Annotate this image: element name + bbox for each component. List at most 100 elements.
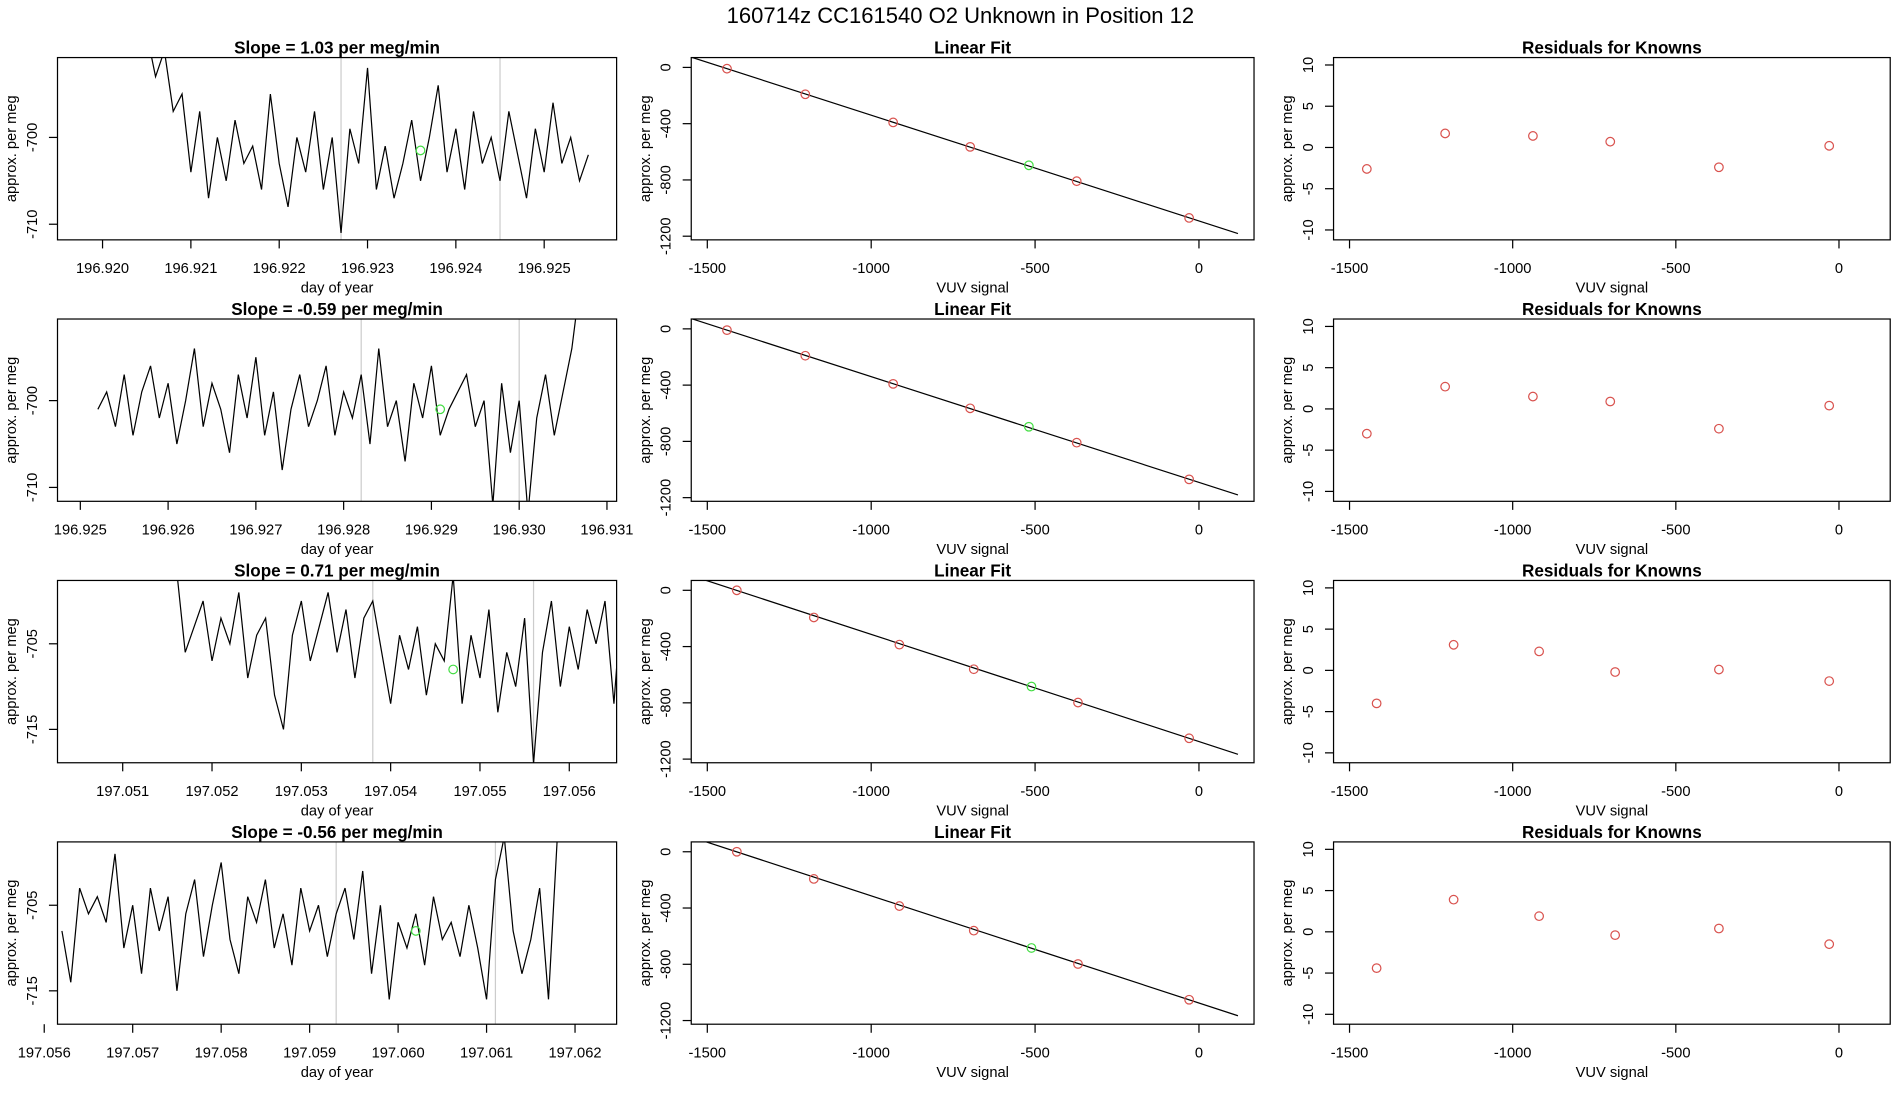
highlight-point	[435, 404, 446, 415]
plot-area	[1371, 894, 1835, 974]
x-tick-label: -1500	[689, 261, 727, 277]
y-tick-label: 5	[1301, 364, 1317, 372]
x-tick-label: 196.920	[76, 261, 129, 277]
panel: Linear Fit VUV signal approx. per meg -1500…	[638, 561, 1255, 820]
point	[894, 639, 905, 650]
y-tick-label: -400	[659, 370, 675, 399]
x-tick-label: -1500	[689, 1045, 727, 1061]
data-line	[97, 319, 577, 502]
x-tick-label: 196.924	[429, 261, 482, 277]
y-tick-label: -705	[25, 629, 41, 658]
x-tick-label: 197.051	[96, 784, 149, 800]
y-tick-label: -800	[659, 165, 675, 194]
y-tick-label: -1200	[659, 217, 675, 255]
point	[888, 117, 899, 128]
point	[1534, 646, 1545, 657]
y-tick-label: -5	[1301, 444, 1317, 457]
point	[722, 63, 732, 74]
plot-area	[151, 57, 589, 240]
y-tick-label: -400	[659, 893, 675, 922]
y-tick-label: -1200	[659, 479, 675, 517]
panel-title: Residuals for Knowns	[1522, 39, 1702, 58]
x-tick-label: -500	[1020, 261, 1049, 277]
y-axis-label: approx. per meg	[1280, 95, 1296, 202]
point	[1026, 681, 1037, 692]
x-tick-label: 0	[1195, 523, 1203, 539]
point	[1448, 894, 1459, 905]
y-tick-label: 0	[659, 848, 675, 856]
x-axis-label: VUV signal	[936, 281, 1009, 297]
y-tick-label: 0	[1301, 666, 1317, 674]
highlight-point	[415, 145, 426, 156]
panel: Slope = 1.03 per meg/min day of year appro…	[4, 39, 618, 297]
y-axis-label: approx. per meg	[4, 357, 20, 464]
y-tick-label: 5	[1301, 102, 1317, 110]
x-tick-label: 197.054	[364, 784, 417, 800]
x-tick-label: 0	[1835, 523, 1843, 539]
y-tick-label: 10	[1301, 57, 1317, 73]
panel: Slope = -0.56 per meg/min day of year appr…	[4, 823, 618, 1081]
y-axis-label: approx. per meg	[638, 95, 654, 202]
y-axis-label: approx. per meg	[1280, 618, 1296, 725]
x-tick-label: -1500	[689, 784, 727, 800]
x-tick-label: 196.929	[405, 523, 458, 539]
data-line	[61, 841, 558, 1000]
point	[1605, 396, 1616, 407]
x-tick-label: 0	[1835, 1045, 1843, 1061]
y-tick-label: -715	[25, 976, 41, 1005]
x-axis-label: day of year	[301, 281, 374, 297]
panel: Slope = -0.59 per meg/min day of year appr…	[4, 300, 633, 558]
point	[722, 325, 732, 336]
point	[1824, 939, 1835, 950]
y-tick-label: 0	[659, 325, 675, 333]
panel: Linear Fit VUV signal approx. per meg -1500…	[638, 823, 1255, 1081]
x-tick-label: -1500	[1331, 523, 1369, 539]
point	[731, 585, 742, 596]
y-tick-label: -5	[1301, 705, 1317, 718]
plot-area	[1361, 128, 1835, 174]
y-tick-label: -10	[1301, 1004, 1317, 1025]
x-tick-label: -1500	[1331, 1045, 1369, 1061]
fit-line	[704, 580, 1239, 755]
panel-title: Slope = 0.71 per meg/min	[234, 561, 440, 580]
x-tick-label: 196.931	[580, 523, 633, 539]
x-tick-label: -500	[1661, 261, 1690, 277]
panel-title: Slope = 1.03 per meg/min	[234, 39, 440, 58]
point	[1714, 162, 1724, 173]
y-tick-label: 10	[1301, 841, 1317, 857]
x-axis-label: day of year	[301, 542, 374, 558]
y-tick-label: 10	[1301, 318, 1317, 334]
x-tick-label: -500	[1020, 784, 1049, 800]
x-tick-label: 196.927	[229, 523, 282, 539]
point	[1071, 437, 1082, 448]
highlight-point	[410, 926, 421, 936]
x-axis-label: VUV signal	[1576, 542, 1649, 558]
x-axis-label: VUV signal	[1576, 1065, 1649, 1081]
panel-title: Residuals for Knowns	[1522, 823, 1702, 842]
panel: Linear Fit VUV signal approx. per meg -1500…	[638, 39, 1255, 297]
x-tick-label: -1000	[852, 261, 890, 277]
x-tick-label: 197.053	[275, 784, 328, 800]
y-tick-label: -1200	[659, 740, 675, 778]
x-tick-label: -1000	[1494, 261, 1532, 277]
x-tick-label: -500	[1661, 784, 1690, 800]
point	[1184, 213, 1195, 223]
x-tick-label: 0	[1195, 261, 1203, 277]
x-axis-label: VUV signal	[936, 804, 1009, 820]
point	[1073, 697, 1083, 708]
x-axis-label: VUV signal	[1576, 804, 1649, 820]
x-tick-label: 0	[1835, 261, 1843, 277]
x-tick-label: -1500	[689, 523, 727, 539]
y-tick-label: -800	[659, 950, 675, 979]
point	[800, 89, 811, 100]
plot-area	[97, 319, 577, 502]
point	[1528, 131, 1538, 141]
y-tick-label: -5	[1301, 182, 1317, 195]
fit-line	[691, 319, 1239, 496]
x-tick-label: 196.925	[54, 523, 107, 539]
point	[1534, 911, 1545, 922]
x-axis-label: day of year	[301, 804, 374, 820]
y-axis-label: approx. per meg	[4, 95, 20, 202]
